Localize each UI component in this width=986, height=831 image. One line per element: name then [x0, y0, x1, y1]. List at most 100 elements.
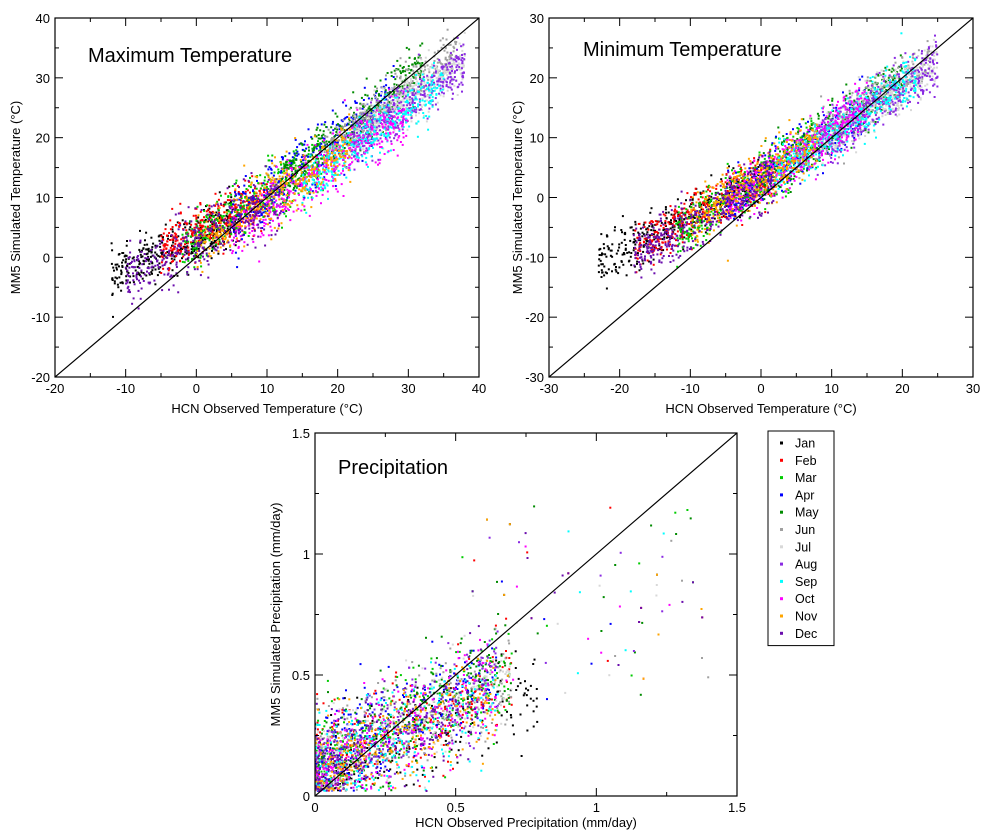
point-sep — [318, 173, 321, 176]
point-feb — [190, 241, 192, 244]
point-oct — [278, 214, 281, 217]
point-jun — [449, 55, 452, 58]
point-nov — [340, 138, 343, 141]
point-jun — [403, 84, 406, 87]
point-nov — [304, 164, 307, 167]
point-jan — [699, 192, 702, 195]
point-jan — [745, 200, 748, 203]
point-aug — [463, 58, 466, 61]
point-jul — [377, 126, 380, 129]
point-jul — [400, 99, 403, 102]
point-sep — [398, 130, 401, 132]
point-aug — [419, 93, 422, 96]
point-mar — [216, 200, 219, 203]
point-nov — [215, 202, 218, 205]
point-oct — [275, 199, 278, 202]
point-feb — [258, 190, 261, 192]
point-dec — [276, 216, 279, 219]
point-nov — [311, 172, 314, 175]
point-dec — [258, 219, 261, 222]
point-oct — [326, 190, 329, 193]
point-jan — [664, 206, 667, 209]
point-jan — [699, 215, 702, 218]
point-dec — [146, 267, 149, 269]
point-sep — [436, 86, 439, 89]
point-jan — [210, 241, 213, 244]
point-may — [311, 154, 314, 157]
point-apr — [354, 100, 357, 103]
point-jun — [436, 61, 439, 64]
point-dec — [255, 201, 257, 204]
point-oct — [241, 249, 244, 252]
point-dec — [266, 215, 269, 218]
point-aug — [364, 119, 366, 122]
point-may — [323, 145, 326, 148]
point-jan — [212, 229, 215, 232]
point-apr — [260, 214, 263, 217]
point-jun — [374, 96, 377, 98]
point-oct — [332, 185, 335, 188]
point-jan — [632, 241, 635, 244]
point-jul — [459, 54, 462, 57]
point-jun — [386, 99, 389, 102]
point-oct — [299, 178, 302, 181]
point-jan — [118, 253, 121, 255]
point-dec — [222, 219, 225, 222]
point-dec — [277, 193, 280, 196]
point-jun — [326, 155, 329, 157]
point-feb — [236, 184, 239, 187]
point-sep — [426, 81, 429, 84]
point-sep — [334, 155, 337, 158]
point-may — [292, 160, 295, 163]
point-jul — [420, 67, 423, 70]
point-aug — [370, 143, 373, 146]
point-dec — [131, 302, 134, 305]
point-aug — [402, 92, 405, 95]
point-may — [402, 66, 405, 68]
point-aug — [358, 120, 361, 123]
point-jan — [611, 255, 614, 258]
point-jul — [402, 97, 405, 100]
point-jan — [623, 232, 626, 235]
point-may — [330, 126, 333, 129]
point-oct — [332, 169, 335, 172]
point-may — [320, 137, 323, 140]
point-may — [406, 84, 409, 87]
point-oct — [336, 190, 339, 193]
point-oct — [298, 193, 300, 196]
point-may — [420, 64, 423, 67]
point-jan — [159, 245, 162, 248]
point-feb — [202, 225, 205, 228]
point-jan — [630, 264, 633, 267]
point-feb — [199, 219, 202, 222]
point-feb — [166, 244, 169, 247]
point-mar — [261, 184, 264, 187]
point-aug — [413, 110, 416, 113]
point-mar — [210, 218, 213, 221]
point-nov — [315, 176, 318, 179]
point-aug — [400, 111, 403, 114]
point-dec — [143, 253, 146, 255]
point-oct — [284, 206, 287, 208]
point-feb — [179, 251, 182, 254]
point-jun — [388, 103, 391, 106]
point-nov — [309, 174, 312, 177]
point-apr — [246, 204, 249, 207]
point-oct — [406, 119, 409, 122]
point-may — [346, 141, 349, 144]
point-nov — [335, 143, 338, 146]
point-jul — [442, 82, 445, 85]
point-jun — [338, 139, 340, 142]
point-jan — [169, 262, 172, 265]
point-aug — [405, 95, 407, 98]
point-dec — [200, 240, 203, 243]
point-feb — [172, 260, 174, 263]
point-mar — [316, 164, 319, 167]
point-sep — [373, 107, 376, 110]
point-aug — [356, 122, 358, 125]
point-nov — [342, 144, 344, 147]
point-sep — [430, 88, 433, 90]
point-aug — [452, 78, 455, 81]
point-oct — [290, 181, 293, 184]
point-dec — [251, 194, 254, 197]
